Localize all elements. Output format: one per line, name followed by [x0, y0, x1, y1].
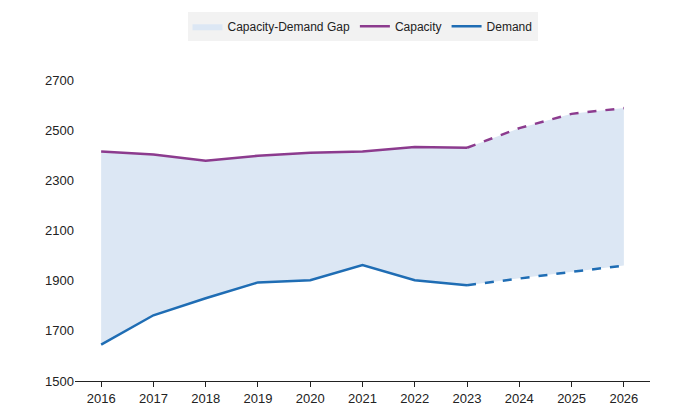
svg-text:2026: 2026	[609, 391, 638, 406]
svg-text:2022: 2022	[400, 391, 429, 406]
svg-text:1700: 1700	[45, 323, 74, 338]
svg-text:2023: 2023	[453, 391, 482, 406]
svg-text:2020: 2020	[296, 391, 325, 406]
svg-text:2016: 2016	[87, 391, 116, 406]
svg-text:Capacity: Capacity	[395, 20, 442, 34]
svg-text:2017: 2017	[139, 391, 168, 406]
svg-text:1900: 1900	[45, 273, 74, 288]
svg-text:2024: 2024	[505, 391, 534, 406]
svg-text:2019: 2019	[243, 391, 272, 406]
svg-text:2500: 2500	[45, 123, 74, 138]
svg-text:2700: 2700	[45, 73, 74, 88]
svg-text:Demand: Demand	[487, 20, 532, 34]
svg-text:2018: 2018	[191, 391, 220, 406]
svg-text:2025: 2025	[557, 391, 586, 406]
svg-text:Capacity-Demand Gap: Capacity-Demand Gap	[228, 20, 350, 34]
svg-text:2100: 2100	[45, 223, 74, 238]
svg-text:2300: 2300	[45, 173, 74, 188]
svg-text:2021: 2021	[348, 391, 377, 406]
svg-text:1500: 1500	[45, 374, 74, 389]
